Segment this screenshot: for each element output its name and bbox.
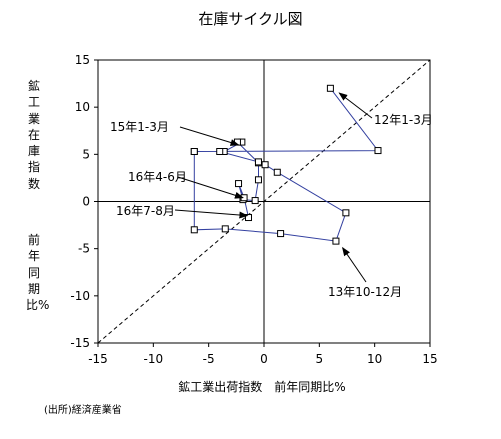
x-tick-label: 10 <box>367 352 382 366</box>
data-point-marker <box>326 84 334 92</box>
data-point-marker <box>221 225 229 233</box>
annotation-arrow <box>174 209 249 219</box>
annotation-label: 12年1-3月 <box>374 113 433 127</box>
data-point-marker <box>190 226 198 234</box>
data-point-marker <box>235 180 243 188</box>
y-tick-label: 0 <box>82 195 90 209</box>
annotation-arrow <box>179 126 240 146</box>
annotation-arrow <box>177 176 244 199</box>
annotation-label: 15年1-3月 <box>110 120 169 134</box>
y-tick-label: 10 <box>75 100 90 114</box>
data-point-marker <box>342 209 350 217</box>
reference-diagonal-line <box>97 59 431 344</box>
data-point-marker <box>254 158 262 166</box>
data-point-marker <box>374 147 382 155</box>
data-point-marker <box>332 237 340 245</box>
x-tick-label: 5 <box>316 352 324 366</box>
y-tick-label: -15 <box>70 336 90 350</box>
y-axis-label: 鉱工業在庫指数 <box>27 79 40 191</box>
annotation-arrow <box>342 246 367 283</box>
series-line <box>193 87 380 242</box>
y-tick-label: -5 <box>78 242 90 256</box>
x-tick-label: -10 <box>144 352 164 366</box>
annotation-label: 13年10-12月 <box>328 285 402 299</box>
data-point-marker <box>254 176 262 184</box>
y-tick-label: -10 <box>70 289 90 303</box>
data-point-marker <box>261 161 269 169</box>
chart-title: 在庫サイクル図 <box>198 10 303 28</box>
x-axis-label: 鉱工業出荷指数 前年同期比% <box>178 380 346 394</box>
annotation-arrow <box>338 92 373 119</box>
x-tick-label: -15 <box>88 352 108 366</box>
data-point-marker <box>277 230 285 238</box>
data-point-marker <box>251 197 259 205</box>
data-point-marker <box>273 168 281 176</box>
y-tick-label: 5 <box>82 147 90 161</box>
data-point-marker <box>216 148 224 156</box>
annotation-label: 16年7-8月 <box>116 204 175 218</box>
y-tick-label: 15 <box>75 53 90 67</box>
x-tick-label: 15 <box>422 352 437 366</box>
data-point-marker <box>190 148 198 156</box>
x-tick-label: 0 <box>260 352 268 366</box>
annotation-label: 16年4-6月 <box>128 170 187 184</box>
source-note: (出所)経済産業省 <box>44 405 122 416</box>
x-tick-label: -5 <box>203 352 215 366</box>
